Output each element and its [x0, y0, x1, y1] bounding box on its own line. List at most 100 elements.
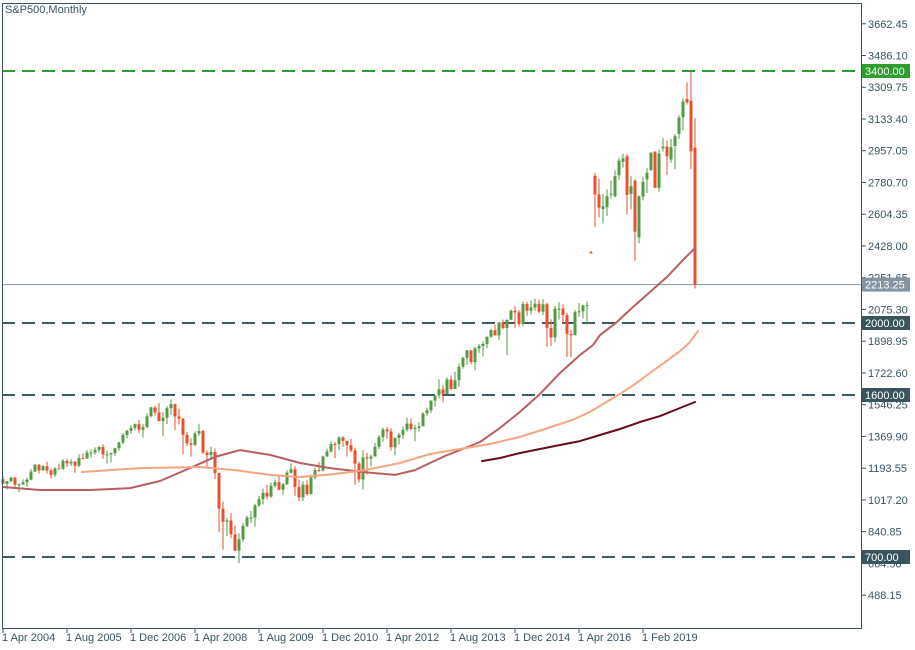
- price-tick-label: 2428.00: [868, 241, 908, 253]
- candle-body: [601, 206, 605, 210]
- candle-body: [293, 469, 297, 487]
- candle-body: [569, 333, 573, 336]
- candle-body: [485, 336, 489, 344]
- candle-body: [193, 433, 197, 445]
- price-axis[interactable]: 3662.45 3486.10 3309.75 3133.40 2957.05 2780.…: [861, 19, 908, 602]
- candle-body: [649, 152, 653, 171]
- candle-body: [169, 404, 173, 409]
- level-lines: [2, 70, 861, 558]
- candle-body: [277, 482, 281, 490]
- candle-body: [621, 158, 625, 162]
- candle-body: [577, 311, 581, 313]
- candle-body: [393, 437, 397, 448]
- candle-body: [533, 303, 537, 308]
- candle-body: [41, 466, 45, 471]
- candle-body: [93, 449, 97, 453]
- ma-maroon-line: [481, 401, 696, 463]
- price-badges: 3400.00 2000.00 1600.00 700.00 2213.25: [862, 64, 910, 564]
- candle-body: [61, 460, 65, 469]
- level-badge-700.00: [862, 550, 910, 564]
- current-price-badge: [862, 277, 910, 292]
- candle-body: [157, 412, 161, 422]
- candle-body: [413, 428, 417, 430]
- price-tick-label: 3309.75: [868, 82, 908, 94]
- candle-body: [185, 434, 189, 444]
- time-tick-label: 1 Dec 2006: [130, 632, 186, 644]
- candle-body: [489, 330, 493, 337]
- candle-body: [417, 426, 421, 429]
- candle-body: [481, 343, 485, 347]
- price-tick-label: 1898.95: [868, 336, 908, 348]
- candle-body: [325, 451, 329, 457]
- candle-body: [421, 413, 425, 427]
- candle-body: [345, 440, 349, 446]
- candle-body: [233, 534, 237, 551]
- candle-body: [573, 312, 577, 336]
- candle-body: [197, 431, 201, 434]
- candle-body: [425, 410, 429, 414]
- candle-body: [457, 366, 461, 381]
- candle-body: [693, 147, 697, 285]
- price-tick-label: 1193.55: [868, 463, 907, 475]
- time-axis[interactable]: 1 Apr 2004 1 Aug 2005 1 Dec 2006 1 Apr 2008…: [2, 628, 698, 644]
- candle-body: [397, 434, 401, 438]
- candle-body: [45, 466, 49, 471]
- candle-body: [513, 310, 517, 313]
- candle-body: [313, 470, 317, 478]
- level-badge-3400.00-label: 3400.00: [865, 66, 905, 78]
- candle-body: [29, 471, 33, 480]
- candle-body: [129, 427, 133, 431]
- candle-body: [645, 172, 649, 180]
- candle-body: [681, 101, 685, 118]
- candle-body: [637, 196, 641, 238]
- candle-body: [353, 450, 357, 464]
- candle-body: [125, 430, 129, 435]
- candle-body: [321, 456, 325, 471]
- candle-body: [641, 181, 645, 197]
- candle-body: [341, 437, 345, 441]
- candle-body: [281, 484, 285, 490]
- price-tick-label: 840.85: [868, 527, 902, 539]
- price-tick-label: 2604.35: [868, 209, 908, 221]
- candle-body: [377, 437, 381, 447]
- candle-body: [337, 437, 341, 445]
- candle-body: [369, 456, 373, 459]
- candle-body: [305, 484, 309, 495]
- candle-body: [245, 517, 249, 526]
- candle-body: [605, 196, 609, 208]
- candle-body: [517, 312, 521, 324]
- candle-body: [585, 305, 589, 307]
- candle-body: [49, 470, 53, 475]
- candle-body: [553, 308, 557, 338]
- current-price-badge-label: 2213.25: [865, 280, 905, 292]
- candle-body: [57, 468, 61, 470]
- candle-body: [225, 520, 229, 522]
- candle-body: [25, 479, 29, 483]
- price-tick-label: 2780.70: [868, 177, 908, 189]
- candle-body: [461, 357, 465, 367]
- candle-body: [5, 481, 9, 484]
- candle-body: [261, 492, 265, 500]
- candle-body: [253, 505, 257, 518]
- time-tick-label: 1 Apr 2016: [578, 632, 631, 644]
- price-tick-label: 1722.60: [868, 368, 908, 380]
- time-tick-label: 1 Aug 2009: [258, 632, 314, 644]
- price-tick-label: 3486.10: [868, 51, 908, 63]
- candle-body: [201, 431, 205, 453]
- candle-body: [153, 407, 157, 413]
- candle-body: [249, 517, 253, 519]
- candle-body: [53, 468, 57, 475]
- candle-body: [509, 310, 513, 320]
- level-badge-1600.00: [862, 388, 910, 402]
- candle-body: [589, 252, 593, 254]
- ma-orange-line: [81, 329, 699, 479]
- candle-body: [113, 448, 117, 454]
- candle-body: [13, 477, 17, 485]
- candle-body: [161, 417, 165, 422]
- candle-body: [617, 160, 621, 176]
- candle-body: [269, 485, 273, 497]
- candle-body: [101, 447, 105, 455]
